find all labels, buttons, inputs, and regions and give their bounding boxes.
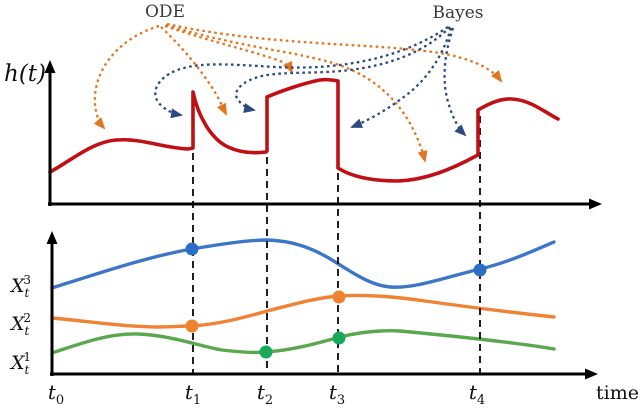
observation-dot-x2-t3 [332,290,346,304]
ode-arrow-segment3 [165,23,428,163]
tick-t2: t2 [257,380,273,408]
series-x2-label-sub: t [25,324,30,338]
series-x3-label-base: X [9,275,26,297]
bayes-arrow-jump-t1 [154,26,449,119]
tick-t1-base: t [185,380,194,404]
series-x3-label-sup: 3 [23,273,31,287]
series-x1-label-sup: 1 [23,350,31,364]
bayes-arrow-jump-t4 [443,27,467,137]
series-x1-curve [50,329,556,355]
tick-t3-sub: 3 [337,393,345,408]
ode-arrow-segment0 [93,24,160,130]
observation-dot-x3-t1 [185,242,199,256]
tick-t4-base: t [469,380,478,404]
hazard-curve [48,77,560,183]
ode-label: ODE [145,2,185,22]
hazard-y-axis-arrowhead-icon [44,60,56,73]
tick-t1: t1 [185,380,201,408]
tick-t0-base: t [48,380,57,404]
series-x2-label-sup: 2 [23,311,31,325]
series-x2-label: Xt2 [9,311,31,338]
observation-dot-x2-t1 [185,319,199,333]
observation-dot-x1-t3 [332,331,346,345]
ode-arrow-segment1 [160,26,228,116]
tick-t2-base: t [257,380,266,404]
bayes-arrow-jump-t3 [350,27,453,129]
series-x3-label-sub: t [25,286,30,300]
tick-t3-base: t [329,380,338,404]
series-x3-label: Xt3 [9,273,31,300]
time-axis-label: time [596,382,639,404]
tick-t0: t0 [48,380,64,408]
tick-t1-sub: 1 [193,393,201,408]
hazard-y-axis-label: h(t) [4,61,46,87]
series-x1-label: Xt1 [9,350,31,377]
series-x1-label-sub: t [25,363,30,377]
hazard-x-axis-arrowhead-icon [589,198,602,210]
bayes-label: Bayes [432,3,483,23]
ode-arrow-segment2 [164,24,294,74]
observation-dot-x3-t4 [473,263,487,277]
series-x2-label-base: X [9,313,26,335]
observations-y-axis-arrowhead-icon [46,231,58,244]
observations-x-axis-arrowhead-icon [585,368,598,380]
tick-t4-sub: 4 [477,393,485,408]
tick-t2-sub: 2 [265,393,273,408]
ode-arrow-segment4 [166,22,503,83]
tick-t0-sub: 0 [56,393,64,408]
tick-t4: t4 [469,380,485,408]
tick-t3: t3 [329,380,345,408]
observation-dot-x1-t2 [259,345,273,359]
series-x1-label-base: X [9,352,26,374]
bayes-arrow-jump-t2 [235,26,451,113]
series-x2-curve [50,293,556,329]
